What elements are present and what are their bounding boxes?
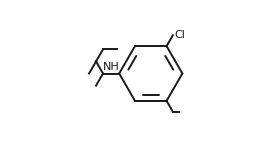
Text: NH: NH: [103, 62, 120, 72]
Text: Cl: Cl: [174, 30, 185, 40]
